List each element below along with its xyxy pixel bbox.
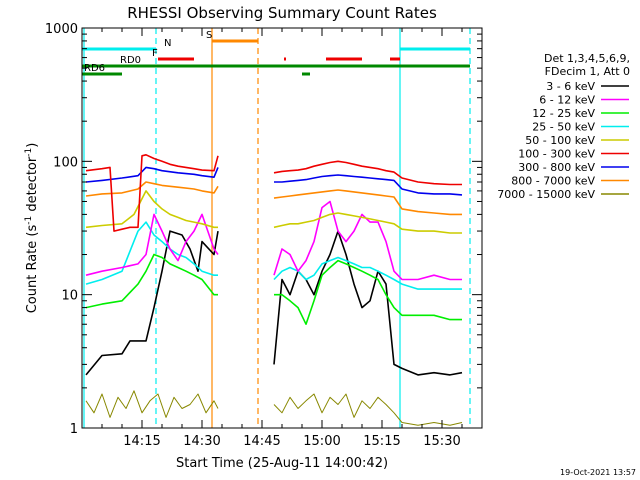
legend-label-1: 6 - 12 keV	[539, 94, 595, 107]
y-axis-label-mid: detector	[25, 156, 40, 216]
y-axis-label-sup2: -1	[24, 148, 34, 157]
series-line-6-seg-0	[85, 166, 219, 183]
flag-label-5: RD6	[84, 63, 105, 74]
legend-label-2: 12 - 25 keV	[532, 107, 595, 120]
series-line-1-seg-0	[85, 213, 219, 276]
legend-label-3: 25 - 50 keV	[532, 121, 595, 134]
series-line-8-seg-1	[273, 393, 463, 426]
y-axis-label: Count Rate (s-1 detector-1)	[24, 143, 40, 314]
legend-header-0: Det 1,3,4,5,6,9,	[544, 52, 630, 65]
legend-label-0: 3 - 6 keV	[546, 80, 595, 93]
series-line-1-seg-1	[273, 200, 462, 281]
x-tick-label-5: 15:30	[423, 434, 460, 449]
legend-label-8: 7000 - 15000 keV	[497, 188, 595, 201]
series-line-0-seg-0	[85, 230, 219, 376]
y-tick-label-0: 1	[70, 422, 78, 437]
x-tick-label-0: 14:15	[123, 434, 160, 449]
legend-label-5: 100 - 300 keV	[518, 148, 595, 161]
series-line-8-seg-0	[85, 390, 219, 418]
legend-label-7: 800 - 7000 keV	[511, 175, 595, 188]
series-line-2-seg-0	[85, 253, 218, 309]
y-axis-label-end: )	[25, 143, 40, 148]
legend-label-4: 50 - 100 keV	[525, 134, 595, 147]
x-tick-label-1: 14:30	[183, 434, 220, 449]
series-line-3-seg-1	[273, 256, 462, 290]
plot-area	[83, 28, 471, 428]
flag-bars: N S F RD0 RD6	[82, 30, 470, 76]
y-tick-label-1: 10	[61, 289, 78, 304]
axes: 14:15 14:30 14:45 15:00 15:15 15:30 1 10 100 1000	[45, 22, 483, 449]
y-axis-label-sup1: -1	[24, 216, 34, 225]
chart-title: RHESSI Observing Summary Count Rates	[127, 4, 437, 22]
x-axis-label: Start Time (25-Aug-11 14:00:42)	[176, 456, 388, 471]
x-tick-label-2: 14:45	[243, 434, 280, 449]
x-tick-label-3: 15:00	[303, 434, 340, 449]
series-line-7-seg-1	[273, 189, 462, 216]
flag-label-4: RD0	[120, 55, 141, 66]
plot-frame	[81, 27, 483, 429]
series-line-3-seg-0	[85, 221, 218, 285]
y-axis-label-main: Count Rate (s	[25, 225, 40, 314]
series-line-5-seg-1	[273, 160, 462, 186]
series-line-5-seg-0	[85, 154, 219, 232]
series-layer	[85, 154, 463, 426]
series-line-4-seg-1	[273, 212, 462, 234]
y-tick-label-2: 100	[53, 155, 78, 170]
legend: Det 1,3,4,5,6,9,FDecim 1, Att 0 3 - 6 keV…	[497, 52, 630, 201]
series-line-7-seg-0	[85, 181, 219, 197]
footer-timestamp: 19-Oct-2021 13:57	[560, 468, 636, 477]
flag-label-2: S	[206, 30, 212, 41]
flag-label-1: N	[164, 38, 171, 49]
flag-label-3: F	[152, 48, 158, 59]
y-tick-label-3: 1000	[45, 22, 78, 37]
series-line-6-seg-1	[274, 174, 463, 196]
legend-label-6: 300 - 800 keV	[518, 161, 595, 174]
series-line-2-seg-1	[274, 259, 462, 326]
x-tick-label-4: 15:15	[363, 434, 400, 449]
legend-header-1: FDecim 1, Att 0	[545, 65, 630, 78]
series-line-0-seg-1	[273, 230, 463, 376]
series-line-4-seg-0	[85, 190, 218, 229]
